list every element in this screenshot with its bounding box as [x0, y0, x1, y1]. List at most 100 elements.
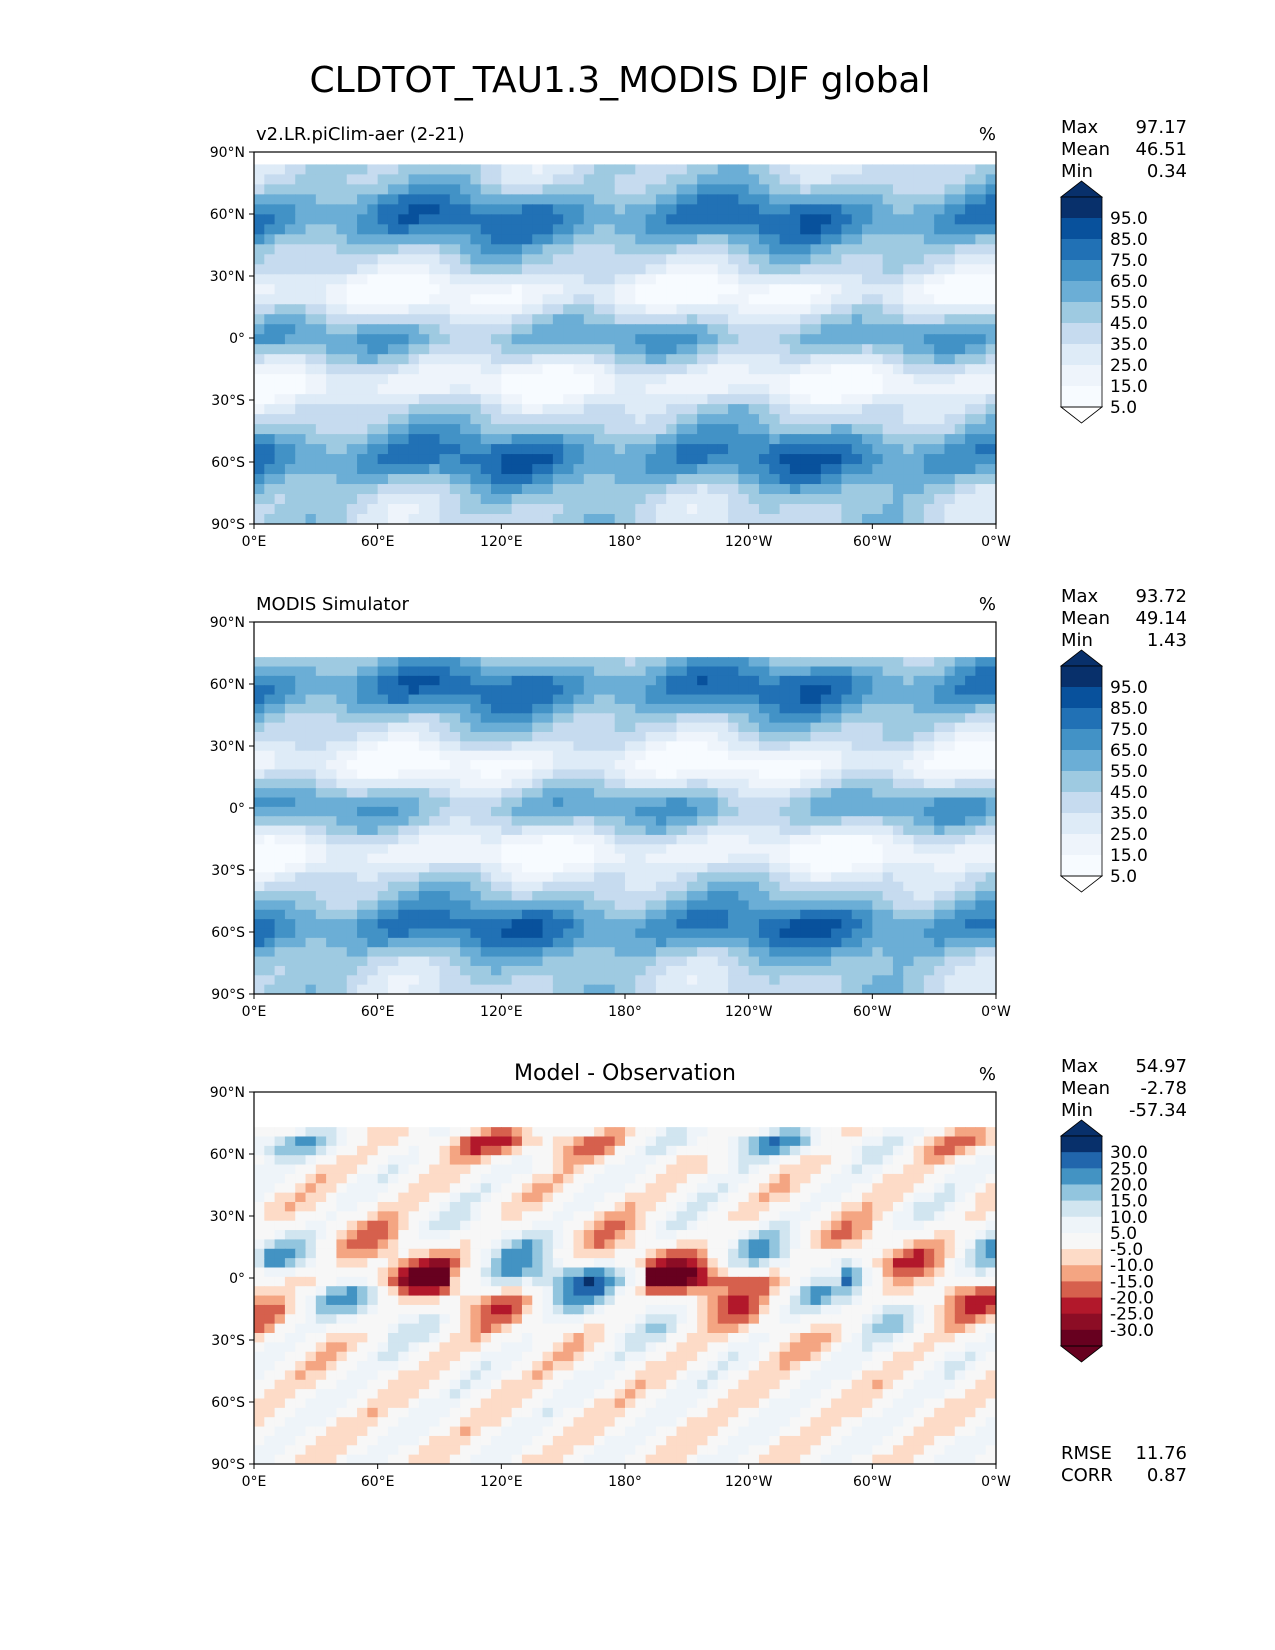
colorbar-swatch [1061, 281, 1102, 303]
y-tick-label: 30°N [210, 269, 245, 285]
y-tick-label: 60°S [211, 455, 245, 471]
colorbar-swatch [1061, 1136, 1102, 1153]
colorbar-label: 75.0 [1110, 720, 1148, 740]
map-field [254, 657, 996, 994]
y-tick-label: 0° [229, 331, 245, 347]
colorbar-label: 65.0 [1110, 272, 1148, 292]
y-tick-label: 90°S [211, 517, 245, 533]
y-tick-label: 90°N [210, 615, 245, 631]
panel-title: Model - Observation [514, 1061, 736, 1086]
stat-value: 49.14 [1135, 608, 1187, 629]
colorbar-swatch [1061, 365, 1102, 387]
colorbar-over-arrow [1059, 649, 1104, 667]
x-tick-label: 60°E [361, 534, 395, 550]
y-tick-label: 60°N [210, 677, 245, 693]
colorbar-label: -5.0 [1110, 1240, 1143, 1260]
colorbar-label: -15.0 [1110, 1272, 1154, 1292]
x-tick-label: 120°E [480, 1004, 523, 1020]
y-tick-label: 60°S [211, 1395, 245, 1411]
stat-value: -57.34 [1129, 1100, 1187, 1121]
colorbar-label: 95.0 [1110, 209, 1148, 229]
x-tick-label: 120°E [480, 534, 523, 550]
colorbar-under-arrow [1059, 875, 1104, 893]
y-tick-label: 0° [229, 1271, 245, 1287]
colorbar-label: 5.0 [1110, 867, 1137, 887]
colorbar-swatch [1061, 260, 1102, 282]
x-tick-label: 0°E [242, 534, 267, 550]
colorbar-swatch [1061, 239, 1102, 261]
y-tick-label: 60°N [210, 207, 245, 223]
colorbar-label: 15.0 [1110, 1192, 1148, 1212]
colorbar-swatch [1061, 1168, 1102, 1185]
x-tick-label: 120°W [725, 1004, 773, 1020]
y-tick-label: 90°N [210, 145, 245, 161]
colorbar-swatch [1061, 1232, 1102, 1250]
colorbar-label: -20.0 [1110, 1289, 1154, 1309]
x-tick-label: 0°W [981, 534, 1011, 550]
colorbar-swatch [1061, 771, 1102, 793]
colorbar-label: 75.0 [1110, 251, 1148, 271]
stat-value: 54.97 [1135, 1056, 1187, 1077]
colorbar-label: 35.0 [1110, 804, 1148, 824]
stat-label: Max [1061, 117, 1099, 138]
stat-label: Min [1061, 630, 1093, 651]
colorbar-label: -10.0 [1110, 1256, 1154, 1276]
y-tick-label: 0° [229, 801, 245, 817]
y-tick-label: 60°N [210, 1147, 245, 1163]
y-tick-label: 90°S [211, 987, 245, 1003]
x-tick-label: 60°E [361, 1474, 395, 1490]
panel-title: MODIS Simulator [256, 594, 409, 615]
map-field [254, 164, 996, 524]
colorbar-label: 15.0 [1110, 846, 1148, 866]
y-tick-label: 30°N [210, 1209, 245, 1225]
stat-label: Min [1061, 161, 1093, 182]
colorbar-swatch [1061, 666, 1102, 688]
colorbar-label: 85.0 [1110, 230, 1148, 250]
colorbar-label: 10.0 [1110, 1208, 1148, 1228]
colorbar-swatch [1061, 708, 1102, 730]
y-tick-label: 90°N [210, 1085, 245, 1101]
colorbar-over-arrow [1059, 180, 1104, 198]
stat-value: 97.17 [1135, 117, 1187, 138]
colorbar-swatch [1061, 1313, 1102, 1331]
colorbar-label: 65.0 [1110, 741, 1148, 761]
colorbar-label: 85.0 [1110, 699, 1148, 719]
y-tick-label: 60°S [211, 925, 245, 941]
colorbar-swatch [1061, 386, 1102, 408]
colorbar-label: 25.0 [1110, 356, 1148, 376]
stat-label: Mean [1061, 608, 1110, 629]
colorbar-swatch [1061, 197, 1102, 219]
map-panel-2: MODIS Simulator % 0°E 60°E 120°E 180° 120°W 60°… [210, 586, 1187, 1020]
y-tick-label: 30°S [211, 863, 245, 879]
colorbar-swatch [1061, 302, 1102, 324]
colorbar-swatch [1061, 750, 1102, 772]
map-field [254, 1127, 996, 1464]
colorbar-swatch [1061, 218, 1102, 240]
colorbar-swatch [1061, 1200, 1102, 1218]
x-tick-label: 120°E [480, 1474, 523, 1490]
y-tick-label: 30°N [210, 739, 245, 755]
colorbar: 95.085.075.065.055.045.035.025.015.05.0 [1059, 180, 1148, 424]
colorbar-label: -30.0 [1110, 1321, 1154, 1341]
stat-value: 46.51 [1135, 139, 1187, 160]
colorbar-swatch [1061, 1249, 1102, 1266]
colorbar-under-arrow [1059, 406, 1104, 424]
colorbar-over-arrow [1059, 1119, 1104, 1137]
colorbar-swatch [1061, 834, 1102, 856]
colorbar-label: 5.0 [1110, 1224, 1137, 1244]
x-tick-label: 180° [608, 534, 642, 550]
x-tick-label: 180° [608, 1004, 642, 1020]
colorbar-swatch [1061, 813, 1102, 835]
x-tick-label: 0°E [242, 1474, 267, 1490]
units-label: % [979, 1064, 996, 1085]
units-label: % [979, 124, 996, 145]
x-tick-label: 0°W [981, 1474, 1011, 1490]
colorbar-label: 45.0 [1110, 314, 1148, 334]
colorbar-label: 15.0 [1110, 377, 1148, 397]
figure-title: CLDTOT_TAU1.3_MODIS DJF global [310, 60, 931, 101]
x-tick-label: 180° [608, 1474, 642, 1490]
x-tick-label: 60°E [361, 1004, 395, 1020]
colorbar: 95.085.075.065.055.045.035.025.015.05.0 [1059, 649, 1148, 893]
colorbar: 30.025.020.015.010.05.0-5.0-10.0-15.0-20… [1059, 1119, 1154, 1363]
stat-label: Max [1061, 1056, 1099, 1077]
